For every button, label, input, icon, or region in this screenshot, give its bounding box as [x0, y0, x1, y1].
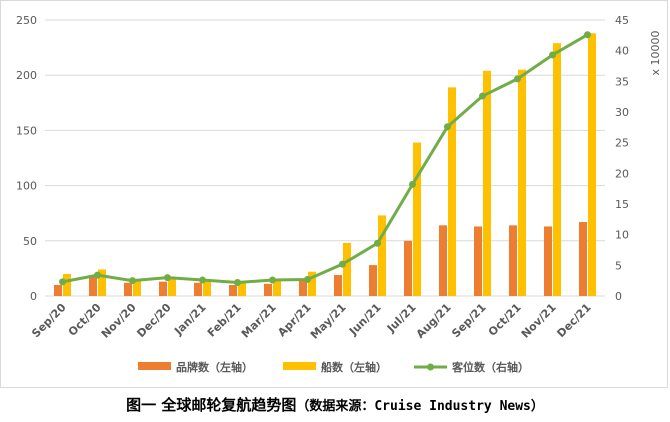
- figure-caption: 图一 全球邮轮复航趋势图（数据来源：Cruise Industry News）: [0, 394, 670, 415]
- line-berths: [62, 33, 589, 285]
- legend: 品牌数（左轴） 船数（左轴） 客位数（右轴）: [138, 360, 529, 374]
- bar-brands: [509, 225, 517, 296]
- bar-ships: [273, 280, 281, 296]
- point-berths: [514, 75, 521, 83]
- bar-ships: [98, 269, 106, 296]
- point-berths: [409, 180, 416, 188]
- point-berths: [164, 274, 171, 282]
- cruise-resumption-chart: 0 50 100 150 200 250 0 5 10 15 20 25 30 35 40 45 x 100…: [16, 14, 662, 374]
- point-berths: [199, 276, 206, 284]
- right-axis-unit: x 10000: [649, 30, 662, 75]
- x-tick-label: May/21: [308, 301, 349, 342]
- bar-brands: [334, 275, 342, 296]
- point-berths: [584, 31, 591, 39]
- bar-ships: [483, 70, 491, 296]
- x-tick-label: Jul/21: [384, 301, 419, 336]
- bar-ships: [343, 243, 351, 296]
- bar-ships: [203, 279, 211, 296]
- y-right-tick-label: 40: [615, 45, 629, 58]
- y-right-tick-label: 45: [615, 14, 629, 27]
- point-berths: [129, 277, 136, 285]
- y-right-tick-label: 10: [615, 229, 629, 242]
- x-tick-label: Nov/20: [99, 301, 139, 341]
- bar-ships: [553, 43, 561, 297]
- point-berths: [479, 92, 486, 100]
- caption-source: （数据来源：Cruise Industry News）: [296, 399, 544, 414]
- point-berths: [444, 123, 451, 131]
- point-berths: [374, 239, 381, 247]
- bar-ships: [518, 69, 526, 297]
- bar-brands: [439, 225, 447, 296]
- y-left-tick-label: 0: [30, 290, 37, 303]
- bar-ships: [588, 33, 596, 297]
- bar-brands: [299, 279, 307, 296]
- caption-title: 图一 全球邮轮复航趋势图: [126, 396, 297, 414]
- bar-brands: [264, 283, 272, 296]
- bar-ships: [308, 271, 316, 296]
- y-right-tick-label: 5: [615, 259, 622, 272]
- x-tick-label: Sep/20: [29, 301, 69, 341]
- point-berths: [549, 51, 556, 59]
- bar-series: [54, 33, 596, 297]
- x-tick-label: Jan/21: [171, 301, 208, 338]
- x-axis-labels: Sep/20Oct/20Nov/20Dec/20Jan/21Feb/21Mar/…: [29, 301, 593, 342]
- bar-ships: [378, 215, 386, 296]
- bar-ships: [448, 87, 456, 297]
- legend-marker: [427, 363, 434, 371]
- bar-brands: [404, 240, 412, 296]
- bar-ships: [168, 277, 176, 296]
- y-left-tick-label: 250: [16, 14, 37, 27]
- point-berths: [304, 275, 311, 283]
- point-berths: [94, 271, 101, 279]
- bar-brands: [474, 226, 482, 296]
- x-tick-label: Jun/21: [346, 301, 384, 339]
- y-right-tick-label: 35: [615, 75, 629, 88]
- x-tick-label: Sep/21: [449, 301, 488, 340]
- legend-label: 品牌数（左轴）: [176, 360, 253, 374]
- y-right-tick-label: 0: [615, 290, 622, 303]
- bar-brands: [124, 282, 132, 296]
- bar-ships: [63, 273, 71, 296]
- legend-swatch: [138, 362, 171, 370]
- bar-ships: [238, 281, 246, 296]
- y-left-tick-label: 150: [16, 124, 37, 137]
- bar-brands: [369, 265, 377, 296]
- point-berths: [59, 278, 66, 286]
- x-tick-label: Dec/21: [554, 301, 593, 340]
- y-right-tick-label: 25: [615, 137, 629, 150]
- point-berths: [339, 260, 346, 268]
- y-left-tick-label: 100: [16, 180, 37, 193]
- left-axis-ticks: 0 50 100 150 200 250: [16, 14, 37, 303]
- bar-brands: [229, 284, 237, 296]
- y-right-tick-label: 30: [615, 106, 629, 119]
- x-tick-label: Dec/20: [134, 301, 173, 340]
- bar-brands: [579, 222, 587, 296]
- bar-ships: [133, 280, 141, 296]
- y-left-tick-label: 200: [16, 69, 37, 82]
- point-berths: [269, 276, 276, 284]
- bar-brands: [544, 226, 552, 296]
- bar-ships: [413, 142, 421, 296]
- bar-brands: [54, 284, 62, 296]
- y-left-tick-label: 50: [23, 235, 37, 248]
- legend-swatch: [283, 362, 316, 370]
- x-tick-label: Oct/20: [66, 301, 104, 339]
- x-tick-label: Aug/21: [414, 301, 454, 341]
- line-series: [59, 31, 591, 287]
- bar-brands: [159, 281, 167, 296]
- x-tick-label: Nov/21: [519, 301, 559, 341]
- bar-brands: [194, 282, 202, 296]
- y-right-tick-label: 15: [615, 198, 629, 211]
- point-berths: [234, 279, 241, 287]
- chart-frame: 0 50 100 150 200 250 0 5 10 15 20 25 30 35 40 45 x 100…: [0, 0, 668, 388]
- legend-label: 船数（左轴）: [321, 360, 387, 374]
- x-tick-label: Oct/21: [486, 301, 524, 339]
- bar-brands: [89, 277, 97, 296]
- y-right-tick-label: 20: [615, 167, 629, 180]
- legend-label: 客位数（右轴）: [451, 360, 529, 374]
- x-tick-label: Mar/21: [239, 301, 279, 341]
- x-tick-label: Feb/21: [205, 301, 244, 340]
- right-axis-ticks: 0 5 10 15 20 25 30 35 40 45: [615, 14, 629, 303]
